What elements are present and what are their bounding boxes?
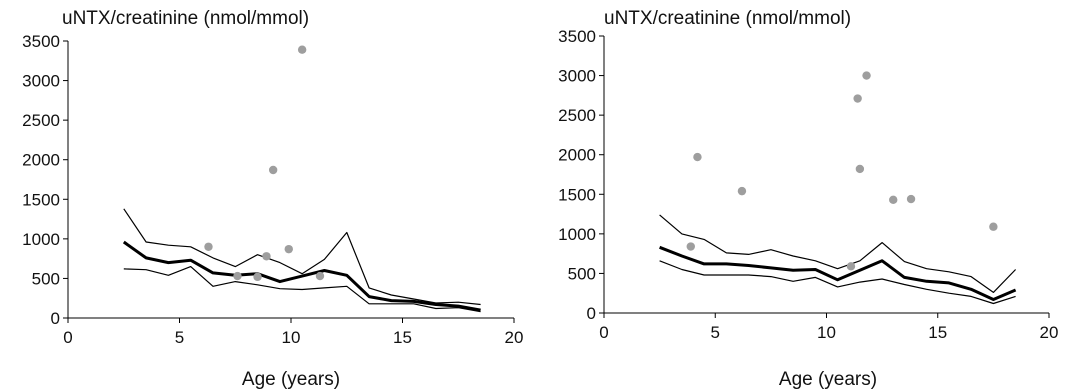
data-point — [686, 242, 695, 251]
y-axis-label: uNTX/creatinine (nmol/mmol) — [604, 8, 851, 29]
data-point — [253, 272, 262, 282]
x-axis-label: Age (years) — [779, 369, 877, 390]
data-point — [906, 194, 916, 204]
data-point — [297, 45, 307, 54]
x-tick-label: 10 — [282, 328, 301, 347]
data-point — [846, 262, 856, 271]
x-tick-label: 15 — [928, 323, 947, 342]
data-point — [737, 186, 747, 196]
chart-left: uNTX/creatinine (nmol/mmol) Age (years) … — [22, 8, 523, 390]
x-tick-label: 20 — [505, 328, 524, 347]
y-tick-label: 0 — [51, 309, 60, 328]
x-tick-label: 15 — [393, 328, 412, 347]
y-tick-label: 2500 — [558, 106, 596, 125]
series-line-lower — [123, 266, 481, 313]
data-point — [853, 94, 862, 103]
x-tick-label: 20 — [1040, 323, 1059, 342]
x-axis-label: Age (years) — [242, 369, 340, 390]
data-point — [233, 271, 242, 281]
data-point — [204, 242, 213, 251]
x-tick-label: 0 — [63, 328, 72, 347]
chart-right: uNTX/creatinine (nmol/mmol) Age (years) … — [558, 8, 1058, 390]
data-point — [889, 195, 898, 205]
data-point — [268, 165, 278, 175]
x-tick-label: 5 — [711, 323, 720, 342]
y-tick-label: 500 — [32, 269, 60, 288]
series-line-upper — [659, 214, 1017, 293]
series-line-median — [659, 245, 1017, 301]
y-tick-label: 2500 — [22, 111, 60, 130]
y-tick-label: 1000 — [558, 225, 596, 244]
y-tick-label: 1500 — [558, 185, 596, 204]
y-axis-label: uNTX/creatinine (nmol/mmol) — [62, 8, 309, 29]
y-tick-label: 1500 — [22, 190, 60, 209]
data-point — [284, 244, 293, 254]
data-point — [693, 152, 702, 162]
x-tick-label: 5 — [175, 328, 184, 347]
data-point — [262, 252, 271, 261]
y-tick-label: 2000 — [22, 151, 60, 170]
y-tick-label: 2000 — [558, 146, 596, 165]
data-point — [862, 71, 871, 80]
data-point — [855, 164, 865, 174]
y-tick-label: 500 — [568, 264, 596, 283]
x-tick-label: 0 — [599, 323, 608, 342]
x-tick-label: 10 — [817, 323, 836, 342]
data-point — [989, 222, 998, 231]
y-tick-label: 3500 — [22, 32, 60, 51]
series-line-lower — [659, 260, 1016, 305]
series-line-upper — [123, 208, 481, 306]
series-line-median — [122, 240, 481, 312]
y-tick-label: 3000 — [22, 72, 60, 91]
y-tick-label: 3500 — [558, 27, 596, 46]
y-tick-label: 1000 — [22, 230, 60, 249]
y-tick-label: 0 — [587, 304, 596, 323]
y-tick-label: 3000 — [558, 67, 596, 86]
data-point — [315, 271, 325, 281]
